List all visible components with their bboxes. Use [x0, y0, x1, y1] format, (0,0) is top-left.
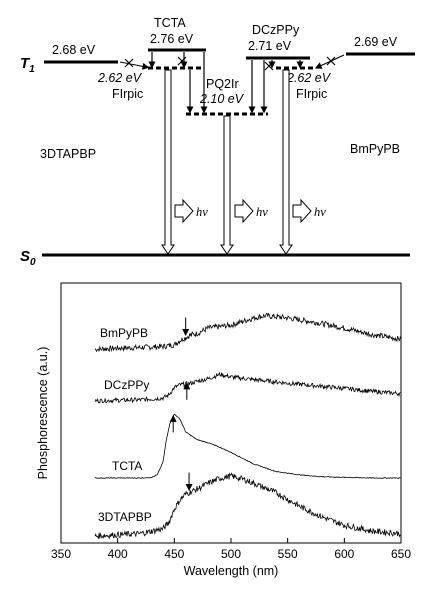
transfer-arrows: [148, 52, 304, 114]
blocked-transfer-left: [119, 58, 150, 70]
block-x-icon: [177, 56, 187, 66]
bmpypb-energy: 2.69 eV: [354, 35, 398, 49]
series-group: BmPyPB DCzPPy TCTA 3DTAPBP: [94, 312, 401, 540]
series-label-bmpypb: BmPyPB: [100, 326, 148, 340]
series-line-bmpypb: [94, 312, 401, 353]
series-line-3dtapbp: [94, 472, 401, 540]
x-axis-label: Wavelength (nm): [184, 564, 279, 578]
dtapbp-energy: 2.68 eV: [52, 43, 96, 57]
t1-label: T1: [20, 55, 35, 75]
photon-arrow-icon: [174, 198, 194, 224]
series-label-tcta: TCTA: [112, 459, 142, 473]
hv-label: hν: [314, 205, 326, 219]
pq2ir-label: PQ2Ir: [206, 77, 239, 91]
block-x-icon: [124, 58, 134, 68]
x-tick-label: 350: [51, 547, 71, 561]
bmpypb-label: BmPyPB: [350, 142, 400, 156]
series-line-tcta: [94, 413, 401, 479]
y-axis-label: Phosphorescence (a.u.): [36, 347, 50, 480]
emission-arrow-pq2ir: [220, 115, 234, 255]
tcta-label: TCTA: [154, 16, 186, 30]
phosphorescence-chart: 350 400 450 500 550 600 650 BmPyPB DCzPPy TCTA 3D…: [36, 282, 411, 578]
blocked-transfer-right: [314, 54, 345, 69]
firpic-right-label: FIrpic: [296, 87, 327, 101]
plot-frame: [60, 282, 402, 544]
emission-arrow-firpic-right: [279, 69, 293, 255]
emission-arrows: [161, 69, 293, 255]
dczppy-label: DCzPPy: [252, 23, 300, 37]
hv-label: hν: [256, 205, 268, 219]
x-tick-label: 550: [278, 547, 298, 561]
x-axis-ticks: 350 400 450 500 550 600 650: [51, 538, 411, 561]
firpic-right-energy: 2.62 eV: [286, 71, 332, 85]
x-tick-label: 400: [108, 547, 128, 561]
x-tick-label: 650: [391, 547, 411, 561]
emission-arrow-firpic-left: [161, 69, 175, 255]
hv-arrow-1: hν: [174, 198, 208, 224]
firpic-left-label: FIrpic: [112, 87, 143, 101]
x-tick-label: 500: [221, 547, 241, 561]
hv-arrow-3: hν: [292, 198, 326, 224]
pq2ir-energy: 2.10 eV: [199, 92, 245, 106]
x-tick-label: 600: [334, 547, 354, 561]
photon-arrow-icon: [234, 198, 254, 224]
block-x-icon: [326, 56, 336, 66]
dczppy-energy: 2.71 eV: [248, 39, 292, 53]
hv-label: hν: [196, 205, 208, 219]
s0-label: S0: [20, 248, 36, 268]
hv-arrow-2: hν: [234, 198, 268, 224]
firpic-left-energy: 2.62 eV: [97, 71, 143, 85]
energy-diagram: T1 S0 2.68 eV 2.76 eV 2.71 eV 2.69 eV 2.…: [20, 16, 415, 268]
series-line-dczppy: [94, 371, 401, 404]
dtapbp-label: 3DTAPBP: [40, 147, 96, 161]
series-label-3dtapbp: 3DTAPBP: [98, 510, 152, 524]
series-label-dczppy: DCzPPy: [104, 378, 149, 392]
photon-arrow-icon: [292, 198, 312, 224]
x-tick-label: 450: [164, 547, 184, 561]
tcta-energy: 2.76 eV: [150, 32, 194, 46]
